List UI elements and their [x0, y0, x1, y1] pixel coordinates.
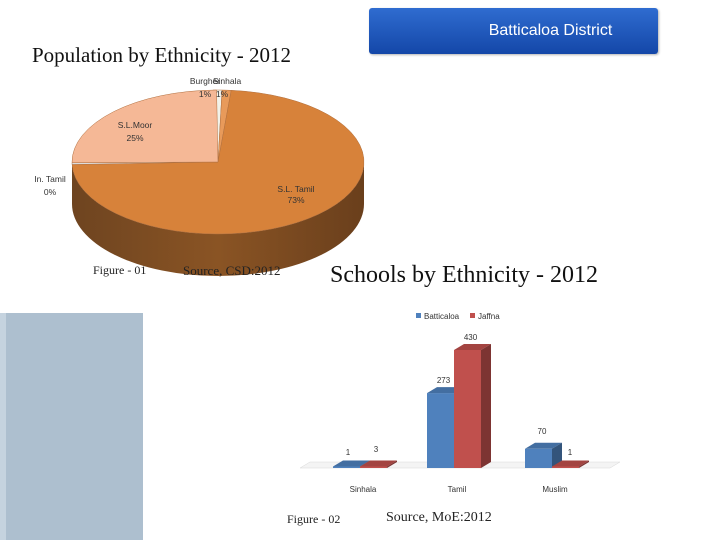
bar-top-jaffna-tamil [454, 344, 491, 350]
bar-jaffna-muslim [552, 466, 579, 468]
sidebar-accent [0, 313, 6, 540]
bar-batticaloa-sinhala [333, 466, 360, 468]
pie-side-wall [72, 162, 364, 276]
pie-percent-1: 1% [216, 89, 229, 99]
bar-value-label-batticaloa-tamil: 273 [437, 376, 451, 385]
sidebar-panel [0, 313, 143, 540]
bar-value-label-batticaloa-sinhala: 1 [346, 448, 351, 457]
bar-batticaloa-tamil [427, 393, 454, 468]
category-label-sinhala: Sinhala [350, 485, 377, 494]
figure2-caption: Figure - 02 [287, 512, 341, 526]
bar-jaffna-tamil [454, 350, 481, 468]
bar-batticaloa-muslim [525, 448, 552, 468]
bar-value-label-jaffna-tamil: 430 [464, 333, 478, 342]
bar-top-batticaloa-muslim [525, 442, 562, 449]
bar-side-batticaloa-muslim [552, 442, 562, 468]
legend-label-batticaloa: Batticaloa [424, 312, 460, 321]
pie-percent-3: 0% [44, 187, 57, 197]
pie-percent-2: 25% [126, 133, 143, 143]
pie-label-1: Sinhala [213, 76, 242, 86]
bar-side-jaffna-sinhala [387, 460, 397, 468]
pie-slice-s-l-moor [71, 89, 219, 163]
pie-label-0: Burgher [190, 76, 220, 86]
schools-chart-title: Schools by Ethnicity - 2012 [330, 262, 598, 288]
bar-value-label-jaffna-sinhala: 3 [374, 445, 379, 454]
source2-caption: Source, MoE:2012 [386, 510, 492, 525]
bar-top-jaffna-muslim [552, 460, 589, 467]
category-label-muslim: Muslim [542, 485, 568, 494]
pie-label-3: In. Tamil [34, 174, 66, 184]
pie-label-2: S.L.Moor [118, 120, 153, 130]
pie-label-4: S.L. Tamil [277, 184, 314, 194]
pie-percent-0: 1% [199, 89, 212, 99]
source1-caption: Source, CSD:2012 [183, 263, 281, 278]
legend-label-jaffna: Jaffna [478, 312, 500, 321]
bar-side-jaffna-muslim [579, 460, 589, 468]
legend-swatch-jaffna [470, 313, 475, 318]
bar-value-label-jaffna-muslim: 1 [568, 448, 573, 457]
bar-value-label-batticaloa-muslim: 70 [538, 427, 547, 436]
category-label-tamil: Tamil [448, 485, 467, 494]
district-title: Batticaloa District [488, 22, 613, 39]
bar-side-jaffna-tamil [481, 344, 491, 468]
bar-jaffna-sinhala [360, 466, 387, 468]
figure1-caption: Figure - 01 [93, 263, 147, 277]
bar-top-batticaloa-sinhala [333, 460, 370, 467]
district-banner: Batticaloa District [369, 8, 658, 54]
legend-swatch-batticaloa [416, 313, 421, 318]
bar-chart: 1 3 Sinhala 273 430 Tamil 70 1 Muslim Batticaloa J… [299, 312, 621, 494]
population-chart-title: Population by Ethnicity - 2012 [32, 43, 291, 67]
bar-top-jaffna-sinhala [360, 460, 397, 467]
pie-percent-4: 73% [287, 195, 304, 205]
